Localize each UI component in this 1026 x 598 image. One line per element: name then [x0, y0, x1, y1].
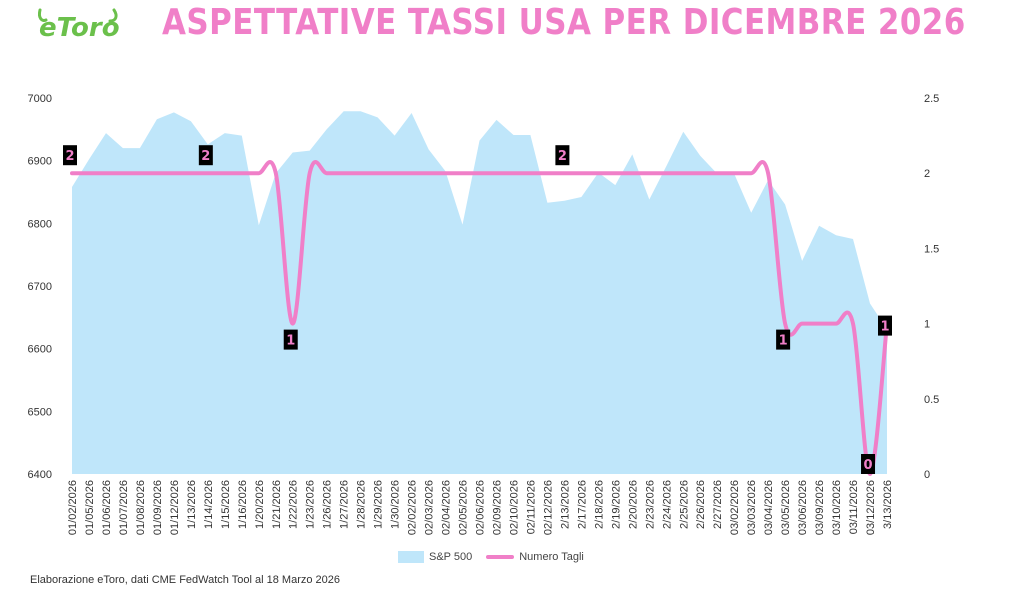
- y-right-tick: 1.5: [924, 243, 939, 255]
- x-tick-label: 1/22/2026: [288, 480, 300, 529]
- x-tick-label: 02/04/2026: [441, 480, 453, 535]
- x-tick-label: 02/05/2026: [458, 480, 470, 535]
- x-tick-label: 1/23/2026: [305, 480, 317, 529]
- data-label-box: [63, 145, 77, 166]
- data-label-box: [555, 145, 570, 166]
- y-right-tick: 2: [924, 168, 930, 180]
- x-tick-label: 2/18/2026: [593, 480, 605, 529]
- x-tick-label: 01/07/2026: [118, 480, 130, 535]
- legend-label-sp500: S&P 500: [429, 551, 473, 563]
- x-tick-label: 1/21/2026: [271, 480, 283, 529]
- x-tick-label: 1/16/2026: [237, 480, 249, 529]
- x-tick-label: 02/03/2026: [424, 480, 436, 535]
- legend-item-tagli: Numero Tagli: [486, 551, 584, 563]
- data-label: 1: [286, 334, 295, 349]
- x-tick-label: 02/10/2026: [508, 480, 520, 535]
- x-tick-label: 1/14/2026: [203, 480, 215, 529]
- legend-item-sp500: S&P 500: [398, 551, 472, 563]
- data-label: 1: [880, 320, 889, 335]
- x-tick-label: 02/11/2026: [525, 480, 537, 534]
- x-tick-label: 02/09/2026: [491, 480, 503, 535]
- y-left-tick: 7000: [28, 93, 52, 105]
- logo-text: eToro: [39, 13, 120, 40]
- x-tick-label: 3/13/2026: [882, 480, 894, 529]
- x-tick-label: 03/10/2026: [831, 480, 843, 535]
- x-tick-label: 2/23/2026: [644, 480, 656, 529]
- x-tick-label: 1/29/2026: [373, 480, 385, 529]
- x-tick-label: 03/02/2026: [729, 480, 741, 535]
- x-tick-label: 2/27/2026: [712, 480, 724, 529]
- y-left-tick: 6600: [28, 344, 52, 356]
- etoro-logo: eToro: [38, 8, 120, 40]
- data-label-box: [776, 329, 791, 350]
- series-line-numero-tagli: [70, 160, 889, 477]
- y-left-tick: 6400: [28, 469, 52, 481]
- x-tick-label: 1/28/2026: [356, 480, 368, 529]
- data-label-box: [878, 315, 892, 336]
- x-tick-label: 03/11/2026: [848, 480, 860, 534]
- source-note: Elaborazione eToro, dati CME FedWatch To…: [30, 574, 340, 586]
- data-label: 2: [201, 149, 210, 164]
- x-tick-label: 01/09/2026: [152, 480, 164, 535]
- series-area-sp500: [72, 111, 887, 474]
- y-left-tick: 6900: [28, 156, 52, 168]
- x-tick-label: 02/06/2026: [475, 480, 487, 535]
- y-right-tick: 0.5: [924, 394, 939, 406]
- x-tick-label: 1/27/2026: [339, 480, 351, 529]
- x-tick-label: 01/08/2026: [135, 480, 147, 535]
- page-title: ASPETTATIVE TASSI USA PER DICEMBRE 2026: [162, 2, 966, 43]
- x-tick-label: 02/12/2026: [542, 480, 554, 535]
- y-left-tick: 6500: [28, 406, 52, 418]
- x-tick-label: 2/13/2026: [559, 480, 571, 529]
- x-tick-label: 03/06/2026: [797, 480, 809, 535]
- x-tick-label: 1/15/2026: [220, 480, 232, 529]
- data-label-box: [198, 145, 213, 166]
- data-label: 1: [779, 334, 788, 349]
- x-tick-label: 1/26/2026: [322, 480, 334, 529]
- x-tick-label: 2/25/2026: [678, 480, 690, 529]
- x-tick-label: 1/13/2026: [186, 480, 198, 529]
- x-tick-label: 01/12/2026: [169, 480, 181, 535]
- x-tick-label: 03/05/2026: [780, 480, 792, 535]
- x-tick-label: 03/12/2026: [865, 480, 877, 535]
- data-label: 2: [65, 149, 74, 164]
- x-tick-label: 03/09/2026: [814, 480, 826, 535]
- y-right-tick: 1: [924, 319, 930, 331]
- legend-swatch-area: [398, 551, 424, 563]
- x-tick-label: 03/04/2026: [763, 480, 775, 535]
- x-tick-label: 2/26/2026: [695, 480, 707, 529]
- y-left-tick: 6800: [28, 218, 52, 230]
- chart-legend: S&P 500 Numero Tagli: [398, 551, 584, 563]
- x-tick-label: 2/24/2026: [661, 480, 673, 529]
- x-tick-label: 2/19/2026: [610, 480, 622, 529]
- data-label-box: [283, 329, 298, 350]
- data-label-box: [861, 454, 876, 474]
- x-tick-label: 1/30/2026: [390, 480, 402, 529]
- x-tick-label: 2/17/2026: [576, 480, 588, 529]
- x-tick-label: 03/03/2026: [746, 480, 758, 535]
- legend-swatch-line: [486, 555, 515, 559]
- legend-label-tagli: Numero Tagli: [519, 551, 584, 563]
- x-tick-label: 01/02/2026: [67, 480, 79, 535]
- x-tick-label: 1/20/2026: [254, 480, 266, 529]
- x-tick-label: 01/06/2026: [101, 480, 113, 535]
- data-label: 2: [558, 149, 567, 164]
- y-right-tick: 0: [924, 469, 930, 481]
- y-right-tick: 2.5: [924, 93, 939, 105]
- x-tick-label: 01/05/2026: [84, 480, 96, 535]
- data-label: 0: [863, 458, 872, 473]
- x-tick-label: 02/02/2026: [407, 480, 419, 535]
- x-tick-label: 2/20/2026: [627, 480, 639, 529]
- y-left-tick: 6700: [28, 281, 52, 293]
